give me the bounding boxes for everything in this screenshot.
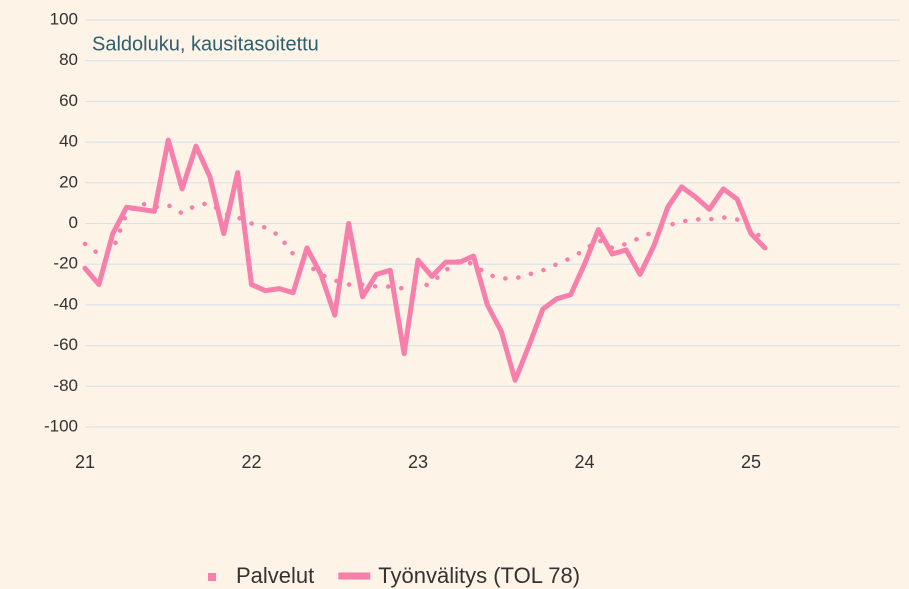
y-tick-label: -80 [53, 376, 78, 395]
x-tick-label: 25 [741, 452, 761, 472]
legend: Palvelut Työnvälitys (TOL 78) [208, 563, 580, 588]
y-tick-label: -100 [44, 416, 78, 435]
x-tick-label: 22 [241, 452, 261, 472]
x-tick-label: 24 [574, 452, 594, 472]
x-tick-label: 23 [408, 452, 428, 472]
y-tick-label: 100 [50, 9, 78, 28]
line [82, 200, 768, 291]
y-tick-label: 0 [69, 213, 78, 232]
y-tick-label: -60 [53, 335, 78, 354]
legend-label: Työnvälitys (TOL 78) [378, 563, 580, 588]
y-tick-label: 60 [59, 91, 78, 110]
y-tick-label: 20 [59, 172, 78, 191]
y-tick-label: -40 [53, 294, 78, 313]
legend-label: Palvelut [236, 563, 314, 588]
y-tick-label: 40 [59, 132, 78, 151]
legend-swatch [208, 573, 216, 581]
x-tick-label: 21 [75, 452, 95, 472]
y-tick-label: 80 [59, 50, 78, 69]
chart-title: Saldoluku, kausitasoitettu [92, 33, 319, 55]
line [82, 137, 768, 383]
y-tick-label: -20 [53, 254, 78, 273]
